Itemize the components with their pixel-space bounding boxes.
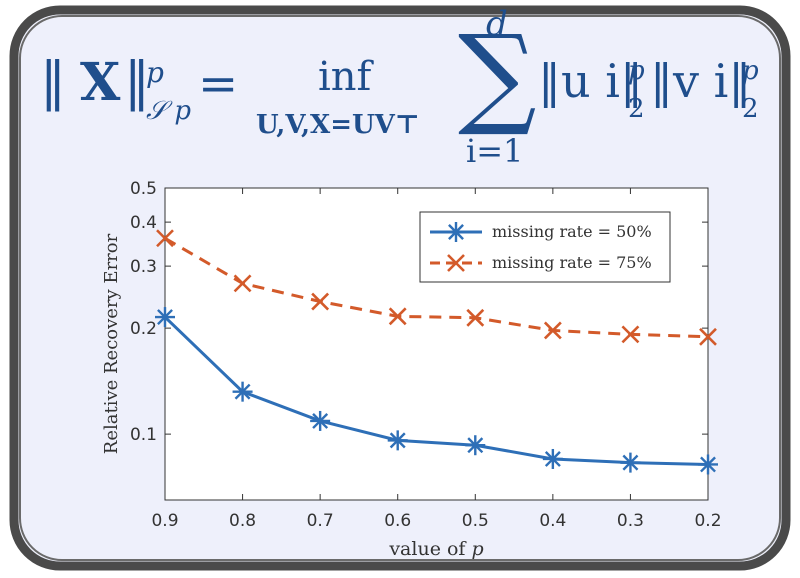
- y-tick-label: 0.1: [130, 425, 157, 445]
- legend-marker-2: [447, 254, 465, 272]
- formula-sum-upper: d: [486, 4, 508, 44]
- formula-term-u-sub: 2: [628, 94, 645, 124]
- y-tick-label: 0.2: [130, 319, 157, 339]
- x-tick-label: 0.8: [229, 511, 256, 531]
- data-point-series-2: [621, 325, 640, 344]
- data-point-series-1: [155, 307, 175, 328]
- formula-operator: inf: [318, 54, 372, 100]
- y-tick-label: 0.3: [130, 257, 157, 277]
- x-tick-label: 0.2: [694, 511, 721, 531]
- data-point-series-1: [698, 454, 718, 475]
- y-axis-label: Relative Recovery Error: [101, 233, 122, 454]
- data-point-series-1: [542, 448, 563, 469]
- formula-term-v: ‖v i‖: [650, 54, 752, 108]
- x-tick-label: 0.9: [151, 511, 178, 531]
- data-point-series-1: [465, 435, 486, 456]
- formula-term-v-sub: 2: [742, 94, 759, 124]
- y-tick-label: 0.4: [130, 213, 157, 233]
- formula-equals: =: [198, 56, 239, 112]
- data-point-series-1: [620, 452, 641, 473]
- formula-term-u: ‖u i‖: [538, 54, 643, 108]
- data-point-series-2: [699, 327, 717, 346]
- data-point-series-1: [387, 430, 408, 451]
- data-point-series-1: [310, 410, 331, 431]
- legend-marker-1: [446, 222, 466, 242]
- formula: ‖ X ‖ p 𝒮 p = inf U,V,X=UV⊤ ∑ d i=1 ‖u i…: [0, 0, 800, 180]
- data-point-series-1: [232, 381, 253, 402]
- formula-term-v-sup: p: [742, 56, 759, 86]
- x-tick-label: 0.5: [462, 511, 489, 531]
- data-point-series-2: [543, 321, 562, 340]
- formula-operator-subscript: U,V,X=UV⊤: [256, 110, 420, 140]
- legend-label-1: missing rate = 50%: [492, 222, 652, 241]
- data-point-series-2: [466, 308, 485, 327]
- data-point-series-2: [156, 229, 174, 248]
- legend-label-2: missing rate = 75%: [492, 253, 652, 272]
- data-point-series-2: [233, 274, 252, 293]
- formula-sum-symbol: ∑: [458, 11, 537, 139]
- y-tick-label: 0.5: [130, 179, 157, 199]
- series-line-1: [163, 315, 709, 466]
- x-tick-label: 0.7: [307, 511, 334, 531]
- x-axis-label: value of p: [388, 538, 483, 560]
- formula-sum-lower: i=1: [466, 132, 524, 170]
- data-point-series-2: [311, 292, 330, 311]
- x-tick-label: 0.4: [539, 511, 566, 531]
- x-tick-label: 0.6: [384, 511, 411, 531]
- formula-lhs-norm-close: ‖: [124, 52, 150, 112]
- data-point-series-2: [388, 307, 407, 326]
- formula-lhs-norm-open: ‖: [40, 52, 66, 112]
- formula-lhs-superscript: p: [146, 56, 164, 89]
- x-tick-label: 0.3: [617, 511, 644, 531]
- formula-term-u-sup: p: [628, 56, 645, 86]
- formula-lhs-subscript: 𝒮 p: [146, 96, 192, 126]
- series-line-2: [164, 236, 709, 339]
- formula-lhs-variable: X: [80, 52, 121, 113]
